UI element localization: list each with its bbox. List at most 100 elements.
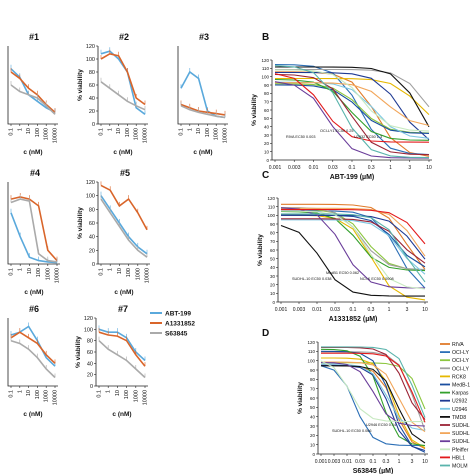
cell-line-label: RIVA [452, 342, 464, 348]
series-line-p7 [99, 341, 145, 378]
x-tick-label-p3: 1 [187, 128, 193, 131]
axes-p7 [96, 318, 148, 386]
panel-b-y-tick-label: 50 [264, 116, 270, 121]
y-tick-label-p7: 60 [87, 350, 93, 356]
series-line-p7 [99, 332, 145, 366]
panel-d-x-tick-label: 0.001 [315, 459, 328, 465]
panel-b-y-tick-label: 40 [264, 124, 270, 129]
panel-d-x-tick-label: 1 [398, 459, 401, 465]
x-tick-label-p7: 10 [115, 390, 121, 396]
x-tick-label-p5: 10000 [144, 268, 150, 283]
panel-d-x-tick-label: 0.003 [328, 459, 341, 465]
panel-c-y-tick-label: 30 [270, 274, 276, 279]
panel-c-x-tick-label: 0.1 [350, 307, 357, 313]
x-axis-label-p6: c (nM) [23, 411, 42, 418]
panel-c-y-tick-label: 60 [270, 248, 276, 253]
y-tick-label-p7: 120 [84, 316, 93, 322]
panel-title-p1: #1 [29, 32, 39, 42]
panel-d-y-tick-label: 50 [310, 405, 316, 410]
panel-b-y-axis-label: % viability [251, 94, 258, 126]
series-line-p5 [101, 196, 147, 254]
series-line-p2 [101, 51, 145, 114]
y-tick-label-p7: 0 [90, 384, 93, 390]
y-tick-label-p2: 20 [89, 109, 95, 115]
panel-d-x-tick-label: 0.1 [370, 459, 377, 465]
x-tick-label-p7: 1 [106, 390, 112, 393]
x-tick-label-p1: 10 [26, 128, 32, 134]
x-tick-label-p1: 1 [17, 128, 23, 131]
panel-c-y-tick-label: 50 [270, 256, 276, 261]
x-tick-label-p7: 1000 [133, 390, 139, 402]
x-tick-label-p3: 10000 [222, 128, 228, 143]
x-tick-label-p3: 0.1 [178, 128, 184, 136]
panel-c-annotation: SUDHL-10 EC50 0.038 [292, 277, 331, 281]
cell-line-label: MOLM [452, 464, 468, 470]
panel-d-curve [321, 366, 425, 446]
panel-c-curve [281, 219, 425, 263]
x-tick-label-p7: 100 [124, 390, 130, 399]
panel-d-y-tick-label: 120 [307, 340, 315, 345]
y-tick-label-p2: 60 [89, 83, 95, 89]
panel-c-y-tick-label: 120 [267, 196, 275, 201]
panel-b-y-tick-label: 80 [264, 91, 270, 96]
panel-c-x-tick-label: 0.001 [275, 307, 288, 313]
panel-b-y-tick-label: 10 [264, 149, 270, 154]
cell-line-label: OCI-LY [452, 366, 469, 372]
x-tick-label-p6: 1000 [44, 390, 50, 402]
x-tick-label-p6: 10 [26, 390, 32, 396]
cell-line-label: SUDHL [452, 439, 470, 445]
series-line-p6 [11, 327, 55, 367]
legend-label-s63845: S63845 [165, 331, 188, 338]
panel-b-letter: B [262, 32, 269, 43]
x-tick-label-p6: 100 [35, 390, 41, 399]
cell-line-label: OCI-LY [452, 358, 469, 364]
y-tick-label-p5: 100 [86, 194, 95, 200]
y-tick-label-p7: 100 [84, 327, 93, 333]
panel-b-x-axis-label: ABT-199 (µM) [330, 174, 374, 181]
panel-d-y-tick-label: 30 [310, 424, 316, 429]
panel-d-x-axis-label: S63845 (µM) [353, 468, 394, 474]
x-axis-label-p1: c (nM) [23, 149, 42, 156]
x-tick-label-p6: 0.1 [8, 390, 14, 398]
panel-d-y-tick-label: 10 [310, 442, 316, 447]
y-tick-label-p5: 20 [89, 248, 95, 254]
series-line-p1 [11, 85, 55, 114]
panel-b-curve [275, 85, 429, 133]
panel-c-annotation: MedB1 EC50 0.062 [326, 271, 359, 275]
panel-b-y-tick-label: 100 [261, 74, 269, 79]
x-tick-label-p5: 100 [126, 268, 132, 277]
cell-line-label: SUDHL [452, 431, 470, 437]
panel-c-y-tick-label: 80 [270, 230, 276, 235]
x-axis-label-p3: c (nM) [193, 149, 212, 156]
cell-line-label: RCK8 [452, 374, 466, 380]
x-axis-label-p2: c (nM) [113, 149, 132, 156]
panel-title-p4: #4 [30, 168, 40, 178]
y-tick-label-p5: 120 [86, 180, 95, 186]
panel-d-x-tick-label: 0.03 [355, 459, 365, 465]
panel-d-y-tick-label: 60 [310, 396, 316, 401]
panel-c-x-axis-label: A1331852 (µM) [329, 316, 378, 323]
panel-c-letter: C [262, 170, 269, 181]
panel-b-y-tick-label: 20 [264, 141, 270, 146]
x-axis-label-p4: c (nM) [24, 289, 43, 296]
x-tick-label-p2: 10000 [142, 128, 148, 143]
x-tick-label-p3: 100 [205, 128, 211, 137]
legend-label-abt-199: ABT-199 [165, 311, 191, 318]
x-axis-label-p7: c (nM) [112, 411, 131, 418]
axes-p5 [98, 182, 150, 264]
cell-line-label: Karpas [452, 391, 469, 397]
y-tick-label-p5: 80 [89, 207, 95, 213]
panel-c-x-tick-label: 0.3 [368, 307, 375, 313]
panel-d-x-tick-label: 10 [422, 459, 428, 465]
panel-b-y-tick-label: 120 [261, 58, 269, 63]
x-tick-label-p4: 10 [27, 268, 33, 274]
panel-d-letter: D [262, 328, 269, 339]
x-tick-label-p1: 10000 [52, 128, 58, 143]
x-tick-label-p4: 100 [36, 268, 42, 277]
panel-d-x-tick-label: 3 [411, 459, 414, 465]
panel-d-y-tick-label: 40 [310, 414, 316, 419]
x-tick-label-p2: 1000 [134, 128, 140, 140]
x-tick-label-p3: 10 [196, 128, 202, 134]
panel-b-x-tick-label: 0.1 [349, 165, 356, 171]
cell-line-label: TMD8 [452, 415, 466, 421]
